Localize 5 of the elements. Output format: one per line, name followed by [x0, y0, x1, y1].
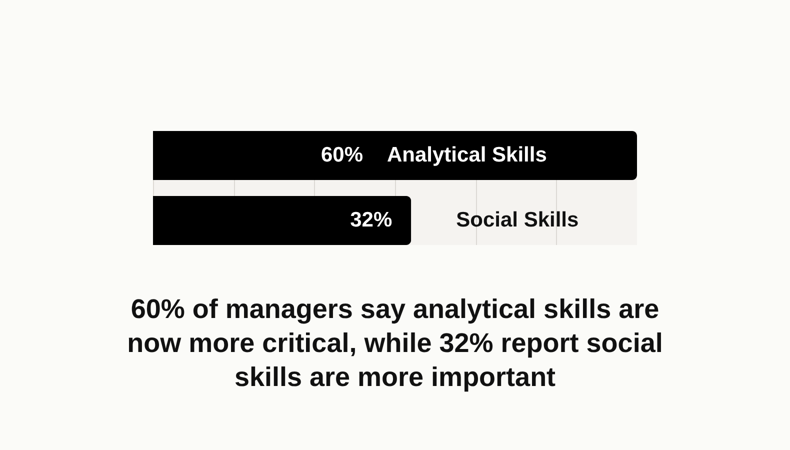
text: 60% of managers say analytical skills are now more critical, while 32% report social skills are more important	[126, 293, 664, 394]
y-tick-label: Social Skills	[456, 208, 579, 232]
data-label: 32%	[350, 208, 392, 232]
y-tick-label: Analytical Skills	[387, 144, 547, 167]
data-label: 60%	[320, 144, 364, 167]
